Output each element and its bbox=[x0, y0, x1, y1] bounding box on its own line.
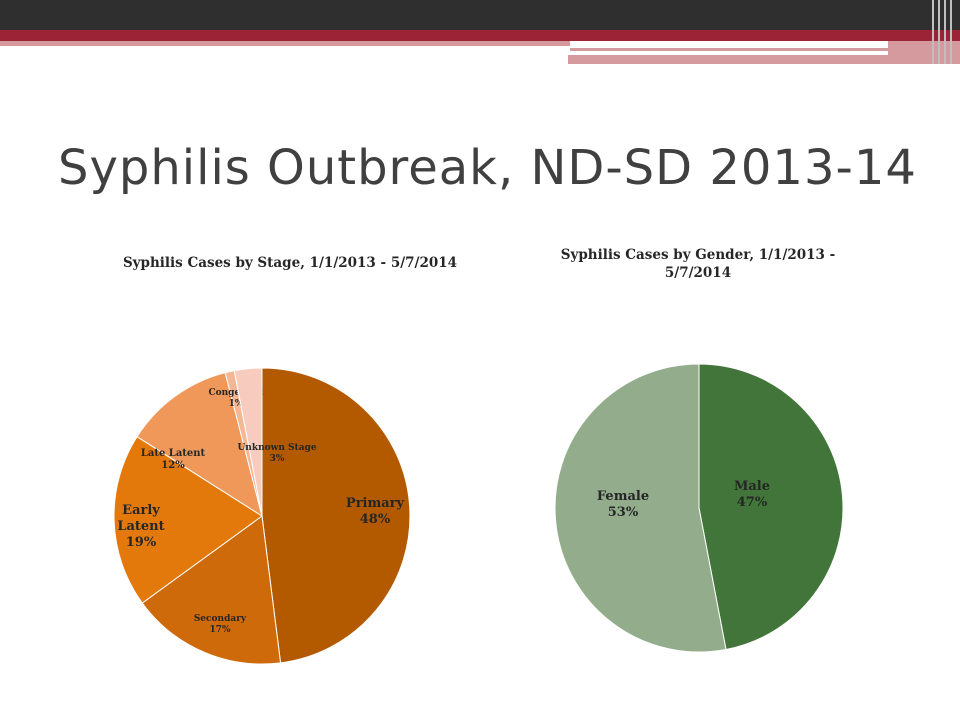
stage-pie: Primary 48% Secondary 17% Early Latent 19% Late… bbox=[113, 367, 411, 665]
red-stripe bbox=[0, 30, 960, 41]
pie-slice-male bbox=[698, 363, 844, 651]
gender-pie: Male 47% Female 53% bbox=[554, 363, 844, 653]
slice-label-male: Male 47% bbox=[734, 479, 770, 510]
decor-line bbox=[938, 0, 940, 64]
pink-stripe bbox=[0, 41, 570, 46]
decor-line bbox=[932, 0, 934, 64]
decor-line bbox=[944, 0, 946, 64]
slice-label-female: Female 53% bbox=[597, 489, 649, 520]
slice-label-primary: Primary 48% bbox=[346, 496, 405, 527]
top-bar bbox=[0, 0, 960, 30]
slice-label-late-latent: Late Latent 12% bbox=[141, 448, 206, 471]
slice-label-secondary: Secondary 17% bbox=[194, 614, 247, 635]
stage-chart-title: Syphilis Cases by Stage, 1/1/2013 - 5/7/… bbox=[122, 255, 458, 271]
pie-slice-late-latent bbox=[136, 372, 263, 518]
slice-label-congenital: Congenital 1% bbox=[208, 388, 264, 409]
gender-chart-title: Syphilis Cases by Gender, 1/1/2013 - 5/7… bbox=[560, 247, 836, 281]
pie-slice-female bbox=[554, 363, 727, 653]
pie-slice-primary bbox=[261, 367, 411, 664]
pink-block-corner bbox=[888, 41, 960, 64]
pie-slice-secondary bbox=[141, 515, 282, 665]
pink-line bbox=[570, 48, 888, 51]
slice-label-unknown-stage: Unknown Stage 3% bbox=[237, 443, 316, 464]
slice-label-early-latent: Early Latent 19% bbox=[117, 503, 164, 550]
pink-stripe-right bbox=[568, 55, 888, 64]
page-title: Syphilis Outbreak, ND-SD 2013-14 bbox=[58, 140, 917, 196]
decor-line bbox=[950, 0, 952, 64]
pie-slice-unknown-stage bbox=[233, 367, 263, 517]
pie-slice-early-latent bbox=[113, 436, 263, 604]
